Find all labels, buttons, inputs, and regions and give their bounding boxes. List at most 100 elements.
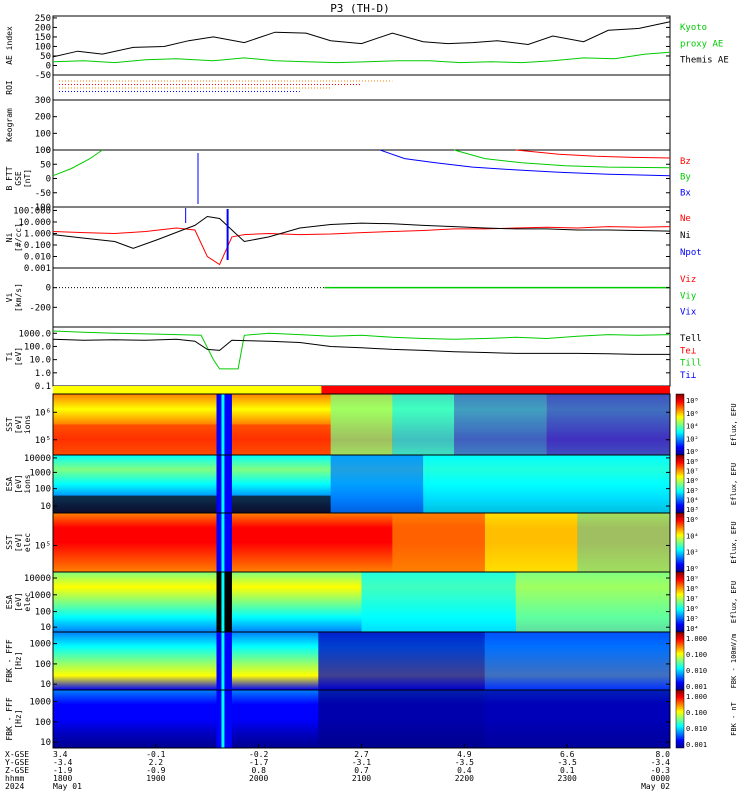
- colorbar-tick-label: 10⁴: [686, 625, 699, 633]
- legend-entry: Vix: [680, 308, 697, 318]
- y-axis-label: GSE: [14, 171, 23, 186]
- y-tick-label: -200: [29, 303, 51, 313]
- y-tick-label: 100: [35, 129, 51, 139]
- y-axis-label: FBK - FFF: [5, 639, 14, 683]
- x-tick-label: 1800: [53, 774, 72, 783]
- colorbar-sst_i: 10⁸ 10⁶ 10⁴ 10² 10⁰ Eflux, EFU: [675, 393, 738, 456]
- spectrogram-region: [454, 394, 547, 455]
- y-axis-label: elec: [23, 592, 32, 611]
- colorbar-tick-label: 0.100: [686, 709, 707, 717]
- y-axis-label: [#/cc]: [14, 223, 23, 252]
- colorbar-scale: [675, 393, 685, 456]
- x-tick-label: 2200: [455, 774, 474, 783]
- y-tick-label: 100: [35, 485, 51, 495]
- x-tick-label: 0.4: [457, 766, 472, 775]
- y-tick-label: 50: [40, 52, 51, 62]
- series-line-bfield-0: [52, 149, 103, 177]
- y-axis-label: ESA: [5, 595, 14, 610]
- spectrogram-region: [484, 513, 578, 572]
- spectrogram-region: [484, 690, 670, 748]
- chart-title: P3 (TH-D): [330, 2, 390, 15]
- colorbar-tick-label: 10³: [686, 506, 699, 514]
- colorbar-tick-label: 10⁶: [686, 410, 699, 418]
- y-tick-label: 1000.0: [18, 329, 51, 339]
- y-axis-label: FBK - FFF: [5, 697, 14, 741]
- y-tick-label: 0.001: [24, 264, 51, 274]
- y-tick-label: 10: [40, 502, 51, 512]
- x-tick-label: 8.0: [656, 750, 671, 759]
- x-row-label: Y-GSE: [5, 758, 29, 767]
- x-tick-label: 6.6: [560, 750, 575, 759]
- colorbar-tick-label: 10⁷: [686, 468, 699, 476]
- y-tick-label: -50: [35, 189, 51, 199]
- series-line-bfield-3: [515, 149, 671, 159]
- colorbar-tick-label: 10⁸: [686, 458, 699, 466]
- panel-bfield: 100 50 0 -50 -100 B FTT GSE [nT] Bz By Bx: [5, 146, 691, 213]
- x-tick-label: 3.4: [53, 750, 68, 759]
- x-tick-label: 2000: [249, 774, 268, 783]
- colorbar-tick-label: 10²: [686, 549, 699, 557]
- y-axis-label: [Hz]: [14, 709, 23, 728]
- colorbar-tick-label: 10⁴: [686, 532, 699, 540]
- colorbar-fbk1: 1.000 0.100 0.010 0.001 FBK - 100mV/m: [675, 631, 738, 691]
- y-tick-label: 200: [35, 23, 51, 33]
- colorbar-scale: [675, 631, 685, 691]
- panel-fbk2: 1000 100 10 FBK - FFF [Hz] 1.000 0.100 0.010 0.0…: [5, 689, 738, 749]
- y-tick-label: 0.100: [24, 241, 51, 251]
- colorbar-scale: [675, 571, 685, 633]
- colorbar-tick-label: 10⁶: [686, 477, 699, 485]
- colorbar-tick-label: 0.100: [686, 651, 707, 659]
- panel-frame: [52, 267, 671, 328]
- colorbar-tick-label: 10²: [686, 435, 699, 443]
- colorbar-tick-label: 10⁵: [686, 487, 699, 495]
- colorbar-tick-label: 0.001: [686, 683, 707, 691]
- x-tick-label: 2.2: [149, 758, 164, 767]
- colorbar-scale: [675, 689, 685, 749]
- colorbar-tick-label: 10⁰: [686, 565, 699, 573]
- y-axis-label: [eV]: [14, 415, 23, 434]
- series-line-temperature-0: [52, 330, 671, 370]
- series-line-ae-0: [52, 21, 671, 58]
- y-axis-label: SST: [5, 535, 14, 550]
- x-tick-label: 4.9: [457, 750, 472, 759]
- panel-frame: [52, 99, 671, 151]
- panel-bar: [53, 386, 670, 394]
- mode-bar-fast: [321, 386, 670, 394]
- colorbar-scale: [675, 512, 685, 573]
- y-axis-label: ESA: [5, 477, 14, 492]
- spectrogram-region: [484, 632, 670, 690]
- colorbar-label: FBK - 100mV/m: [730, 634, 738, 689]
- legend-entry: Ni: [680, 231, 691, 241]
- x-tick-label: -0.1: [146, 750, 165, 759]
- y-axis-label: [Hz]: [14, 651, 23, 670]
- colorbar-label: Eflux, EFU: [730, 521, 738, 563]
- series-line-temperature-1: [52, 338, 670, 355]
- colorbar-tick-label: 10⁶: [686, 516, 699, 524]
- y-axis-label: [km/s]: [14, 283, 23, 312]
- y-tick-label: -50: [35, 71, 51, 81]
- colorbar-esa_e: 10⁹ 10⁸ 10⁷ 10⁶ 10⁵ 10⁴ Eflux, EFU: [675, 571, 738, 633]
- y-axis-label: SST: [5, 417, 14, 432]
- legend-entry: Ne: [680, 214, 691, 224]
- series-line-density-1: [52, 215, 671, 249]
- eclipse-gap-core: [221, 513, 225, 572]
- y-axis-label: [eV]: [14, 474, 23, 493]
- x-tick-label: 2.7: [354, 750, 369, 759]
- x-tick-label: -0.2: [249, 750, 268, 759]
- y-tick-label: 0.1: [35, 382, 51, 392]
- y-tick-label: 10000: [24, 454, 51, 464]
- panel-fbk1: 1000 100 10 FBK - FFF [Hz] 1.000 0.100 0.010 0.0…: [5, 631, 738, 691]
- eclipse-gap-core: [221, 455, 225, 513]
- legend-entry: Themis AE: [680, 56, 729, 66]
- y-axis-label: Ni: [5, 233, 14, 243]
- x-tick-label: -1.9: [53, 766, 72, 775]
- spectrogram-region: [318, 632, 485, 690]
- colorbar-label: Eflux, EFU: [730, 403, 738, 445]
- panel-frame: [52, 206, 671, 269]
- spectrogram-region: [330, 394, 393, 455]
- series-line-density-0: [52, 226, 671, 266]
